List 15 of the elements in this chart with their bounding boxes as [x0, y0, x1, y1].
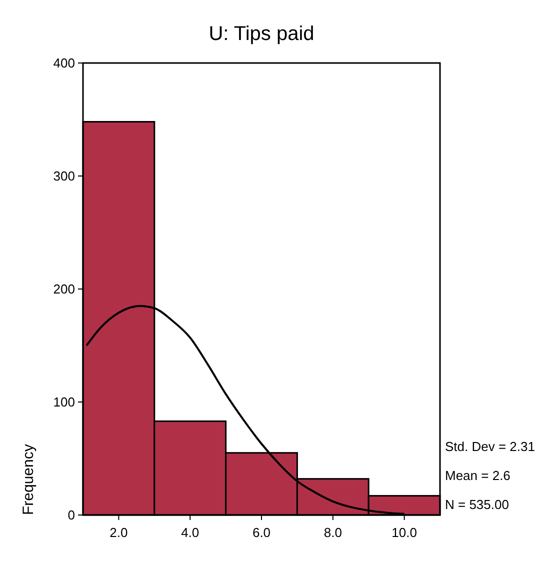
text: Mean = 2.6: [445, 468, 510, 483]
x-tick-label: 2.0: [110, 525, 128, 540]
text: Std. Dev = 2.31: [445, 439, 535, 454]
x-tick-label: 10.0: [392, 525, 417, 540]
x-tick-label: 4.0: [181, 525, 200, 540]
y-tick-label: 400: [53, 56, 75, 71]
y-tick-label: 0: [68, 508, 75, 523]
y-axis-title: Frequency: [20, 444, 37, 515]
y-tick-label: 300: [53, 168, 75, 184]
chart-title: U: Tips paid: [208, 23, 314, 45]
x-tick-label: 6.0: [252, 525, 271, 540]
y-tick-label: 200: [53, 282, 75, 297]
y-tick-label: 100: [53, 394, 75, 410]
text: N = 535.00: [445, 497, 509, 512]
x-tick-label: 8.0: [324, 525, 342, 540]
